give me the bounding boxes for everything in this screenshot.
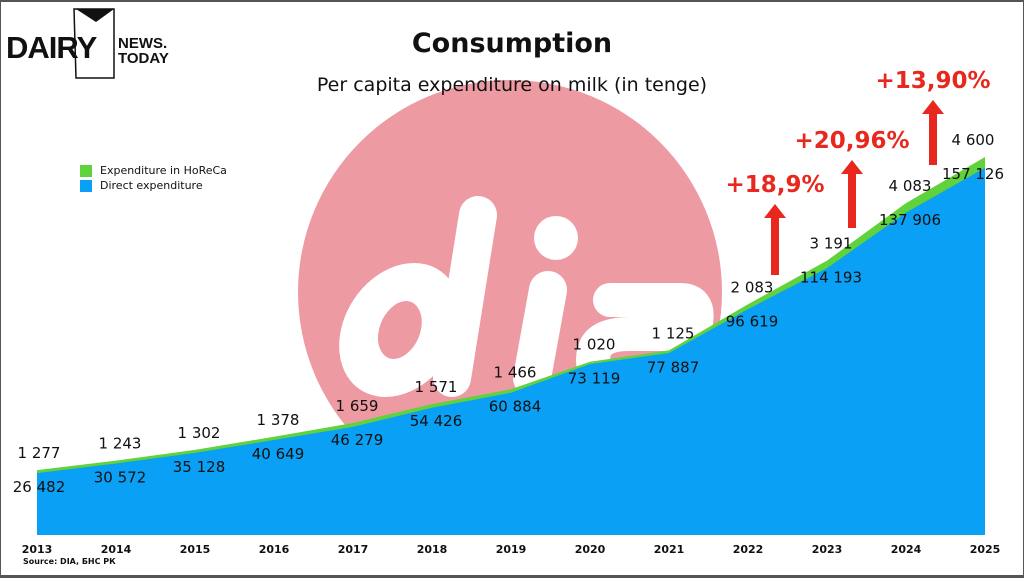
x-tick-label: 2017 [338,543,369,556]
horeca-value-label: 1 378 [257,411,300,429]
horeca-value-label: 1 659 [336,397,379,415]
horeca-value-label: 1 302 [178,424,221,442]
legend-item-direct: Direct expenditure [80,178,227,193]
legend-label: Direct expenditure [100,179,203,192]
direct-value-label: 46 279 [331,431,384,449]
horeca-value-label: 2 083 [731,278,774,296]
growth-arrow-icon [764,204,786,275]
dia-watermark-d-bowl [339,263,461,397]
horeca-value-label: 1 020 [573,336,616,354]
dia-watermark-i-stem [513,271,567,397]
x-tick-label: 2018 [417,543,448,556]
x-tick-label: 2022 [733,543,764,556]
direct-value-label: 77 887 [647,358,700,376]
x-tick-label: 2020 [575,543,606,556]
dairy-news-logo: DAIRY NEWS. TODAY [6,8,176,80]
horeca-value-label: 1 466 [494,363,537,381]
chart-title: Consumption [411,28,613,59]
x-tick-label: 2013 [22,543,53,556]
legend-item-horeca: Expenditure in HoReCa [80,163,227,178]
horeca-value-label: 3 191 [810,235,853,253]
horeca-value-label: 1 571 [415,378,458,396]
horeca-value-label: 1 125 [652,324,695,342]
growth-annotation: +20,96% [794,128,909,154]
growth-arrow-icon [841,160,863,228]
direct-value-label: 60 884 [489,397,542,415]
source-note: Source: DIA, БНС РК [23,557,116,566]
x-tick-label: 2015 [180,543,211,556]
direct-value-label: 40 649 [252,445,305,463]
dia-watermark-d-stem [433,196,497,397]
chart-subtitle: Per capita expenditure on milk (in tenge… [316,74,708,96]
legend-swatch-direct [80,179,92,192]
horeca-value-label: 1 277 [18,444,61,462]
horeca-value-label: 1 243 [99,435,142,453]
svg-text:NEWS.: NEWS. [118,35,167,52]
direct-value-label: 137 906 [879,211,941,229]
legend-label: Expenditure in HoReCa [100,164,227,177]
x-tick-label: 2016 [259,543,290,556]
dia-watermark-i-dot [534,216,578,260]
direct-value-label: 114 193 [800,269,862,287]
growth-annotation: +18,9% [725,172,824,198]
direct-value-label: 73 119 [568,370,621,388]
direct-value-label: 54 426 [410,412,463,430]
horeca-value-label: 4 600 [952,131,995,149]
svg-text:DAIRY: DAIRY [6,30,98,65]
x-tick-label: 2025 [970,543,1001,556]
x-tick-label: 2024 [891,543,922,556]
x-tick-label: 2021 [654,543,685,556]
direct-value-label: 30 572 [94,469,147,487]
x-tick-label: 2014 [101,543,132,556]
direct-value-label: 26 482 [13,478,66,496]
direct-value-label: 96 619 [726,312,779,330]
growth-annotation: +13,90% [875,68,990,94]
x-tick-label: 2019 [496,543,527,556]
direct-value-label: 157 126 [942,165,1004,183]
direct-value-label: 35 128 [173,458,226,476]
x-tick-label: 2023 [812,543,843,556]
horeca-value-label: 4 083 [889,177,932,195]
svg-text:TODAY: TODAY [118,50,169,67]
legend: Expenditure in HoReCa Direct expenditure [80,163,227,193]
direct-area [37,167,985,535]
growth-arrow-icon [922,100,944,165]
legend-swatch-horeca [80,164,92,177]
